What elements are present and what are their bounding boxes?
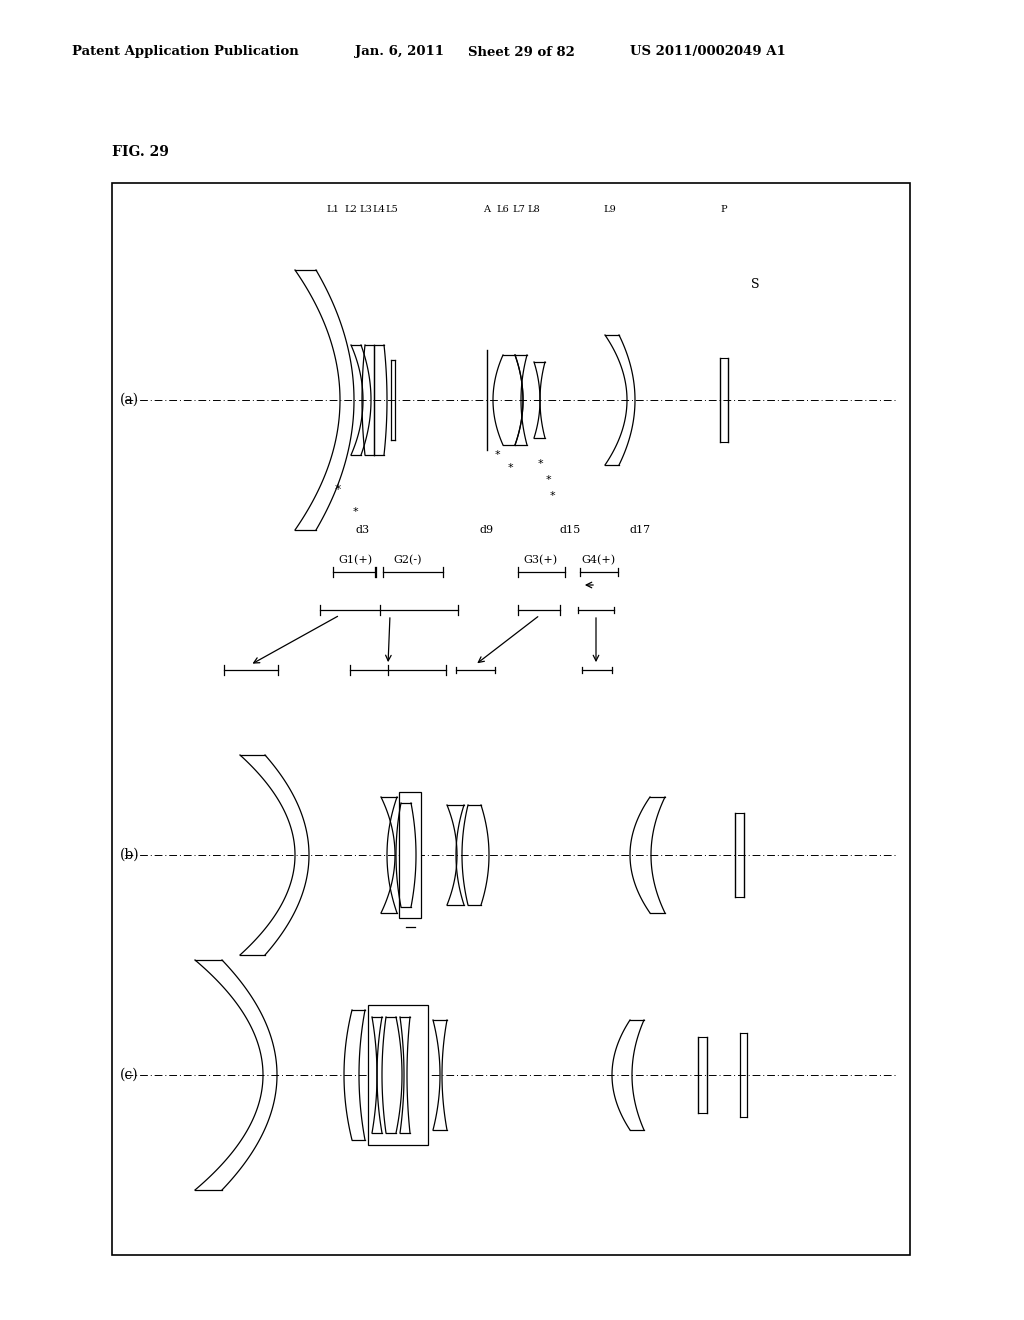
Text: (a): (a) <box>120 393 139 407</box>
Text: *: * <box>549 491 555 502</box>
Text: *: * <box>545 475 551 484</box>
Text: L1: L1 <box>327 206 339 214</box>
Text: G3(+): G3(+) <box>523 554 557 565</box>
Text: d9: d9 <box>480 525 494 535</box>
Text: (b): (b) <box>120 847 139 862</box>
Text: Sheet 29 of 82: Sheet 29 of 82 <box>468 45 574 58</box>
Text: *: * <box>507 463 513 473</box>
Text: (c): (c) <box>120 1068 138 1082</box>
Text: *: * <box>352 507 357 517</box>
Text: G4(+): G4(+) <box>581 554 615 565</box>
Text: L4: L4 <box>373 206 385 214</box>
Text: US 2011/0002049 A1: US 2011/0002049 A1 <box>630 45 785 58</box>
Bar <box>112 183 910 1255</box>
Text: Patent Application Publication: Patent Application Publication <box>72 45 299 58</box>
Text: d17: d17 <box>630 525 650 535</box>
Text: G2(-): G2(-) <box>394 554 422 565</box>
Text: d3: d3 <box>356 525 370 535</box>
Bar <box>399 792 421 917</box>
Text: *: * <box>538 459 543 469</box>
Text: FIG. 29: FIG. 29 <box>112 145 169 158</box>
Text: *: * <box>495 450 500 459</box>
Text: L6: L6 <box>497 206 509 214</box>
Text: L7: L7 <box>513 206 525 214</box>
Text: L2: L2 <box>344 206 357 214</box>
Text: G1(+): G1(+) <box>338 554 372 565</box>
Text: L9: L9 <box>603 206 616 214</box>
Text: Jan. 6, 2011: Jan. 6, 2011 <box>355 45 444 58</box>
Text: *: * <box>335 483 341 496</box>
Text: L8: L8 <box>527 206 541 214</box>
Bar <box>368 1005 428 1144</box>
Text: P: P <box>721 206 727 214</box>
Text: L3: L3 <box>359 206 373 214</box>
Text: L5: L5 <box>386 206 398 214</box>
Text: S: S <box>751 279 760 292</box>
Text: d15: d15 <box>559 525 581 535</box>
Text: A: A <box>483 206 490 214</box>
